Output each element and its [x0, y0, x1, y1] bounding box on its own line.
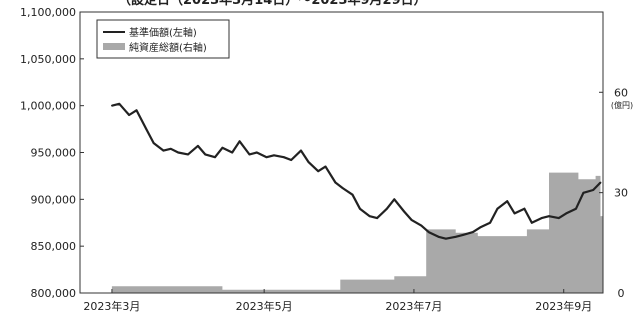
- nav-point: [248, 153, 251, 156]
- nav-point: [376, 217, 379, 219]
- nav-point: [437, 235, 440, 238]
- nav-point: [386, 207, 388, 210]
- nav-point: [599, 181, 602, 184]
- nav-point: [410, 219, 413, 221]
- nav-point: [111, 104, 113, 107]
- nav-point: [196, 145, 199, 147]
- y-left-tick-label: 800,000: [31, 287, 77, 300]
- chart-title: （設定日（2023年3月14日）～2023年9月29日）: [118, 0, 427, 8]
- nav-point: [265, 156, 268, 159]
- nav-point: [575, 207, 577, 210]
- nav-point: [368, 215, 371, 218]
- nav-point: [282, 156, 285, 159]
- nav-point: [523, 207, 526, 210]
- nav-point: [530, 221, 533, 224]
- y-left-tick-label: 850,000: [31, 240, 77, 253]
- nav-point: [471, 231, 474, 234]
- y-right-tick-label: 30: [614, 187, 628, 200]
- nav-point: [479, 226, 482, 229]
- nav-point: [231, 151, 234, 154]
- nav-point: [135, 109, 138, 112]
- nav-point: [162, 149, 165, 152]
- x-tick-label: 2023年7月: [385, 299, 442, 313]
- y-left-tick-label: 950,000: [31, 147, 77, 160]
- nav-point: [118, 102, 121, 105]
- nav-point: [557, 217, 560, 219]
- nav-point: [317, 170, 320, 173]
- nav-point: [290, 159, 293, 161]
- nav-point: [177, 151, 180, 154]
- legend-label-net-assets: 純資産総額(右軸): [129, 41, 207, 54]
- nav-point: [341, 187, 344, 189]
- nav-point: [204, 153, 207, 156]
- nav-point: [273, 154, 275, 157]
- nav-point: [489, 221, 491, 224]
- nav-point: [128, 114, 131, 116]
- y-left-tick-label: 1,050,000: [20, 53, 76, 66]
- nav-point: [420, 224, 423, 227]
- series-area-net-assets: [111, 172, 604, 293]
- y-right-unit-label: (億円): [611, 100, 633, 110]
- nav-point: [403, 210, 406, 213]
- nav-point: [324, 165, 327, 168]
- nav-point: [496, 207, 499, 210]
- nav-point: [300, 149, 302, 152]
- nav-point: [255, 151, 258, 154]
- x-tick-label: 2023年3月: [83, 299, 140, 313]
- nav-point: [221, 146, 224, 149]
- series-line-nav: [111, 102, 602, 240]
- x-tick-label: 2023年5月: [236, 299, 293, 313]
- y-right-tick-label: 60: [614, 86, 628, 99]
- x-tick-label: 2023年9月: [535, 299, 592, 313]
- nav-point: [540, 217, 543, 219]
- y-left-tick-label: 1,000,000: [20, 100, 76, 113]
- nav-point: [145, 128, 148, 130]
- legend-label-nav: 基準価額(左軸): [129, 26, 197, 39]
- nav-point: [169, 147, 172, 150]
- nav-point: [152, 142, 155, 145]
- nav-point: [351, 193, 354, 196]
- nav-point: [307, 160, 310, 163]
- nav-point: [592, 189, 595, 191]
- nav-point: [506, 200, 509, 203]
- nav-point: [565, 212, 568, 215]
- nav-point: [187, 153, 189, 156]
- nav-point: [444, 237, 447, 240]
- nav-point: [454, 235, 457, 238]
- nav-point: [214, 156, 216, 159]
- nav-point: [238, 140, 241, 143]
- nav-point: [427, 231, 430, 234]
- nav-point: [334, 181, 337, 184]
- y-left-tick-label: 1,100,000: [20, 6, 76, 19]
- nav-point: [359, 207, 361, 210]
- legend-box: [96, 19, 230, 59]
- nav-point: [393, 198, 396, 201]
- nav-point: [462, 234, 464, 236]
- y-left-tick-label: 900,000: [31, 193, 77, 206]
- y-right-tick-label: 0: [618, 287, 625, 300]
- nav-point: [513, 212, 516, 215]
- nav-point: [548, 215, 550, 218]
- legend-swatch-net-assets: [103, 43, 125, 50]
- nav-point: [582, 191, 585, 194]
